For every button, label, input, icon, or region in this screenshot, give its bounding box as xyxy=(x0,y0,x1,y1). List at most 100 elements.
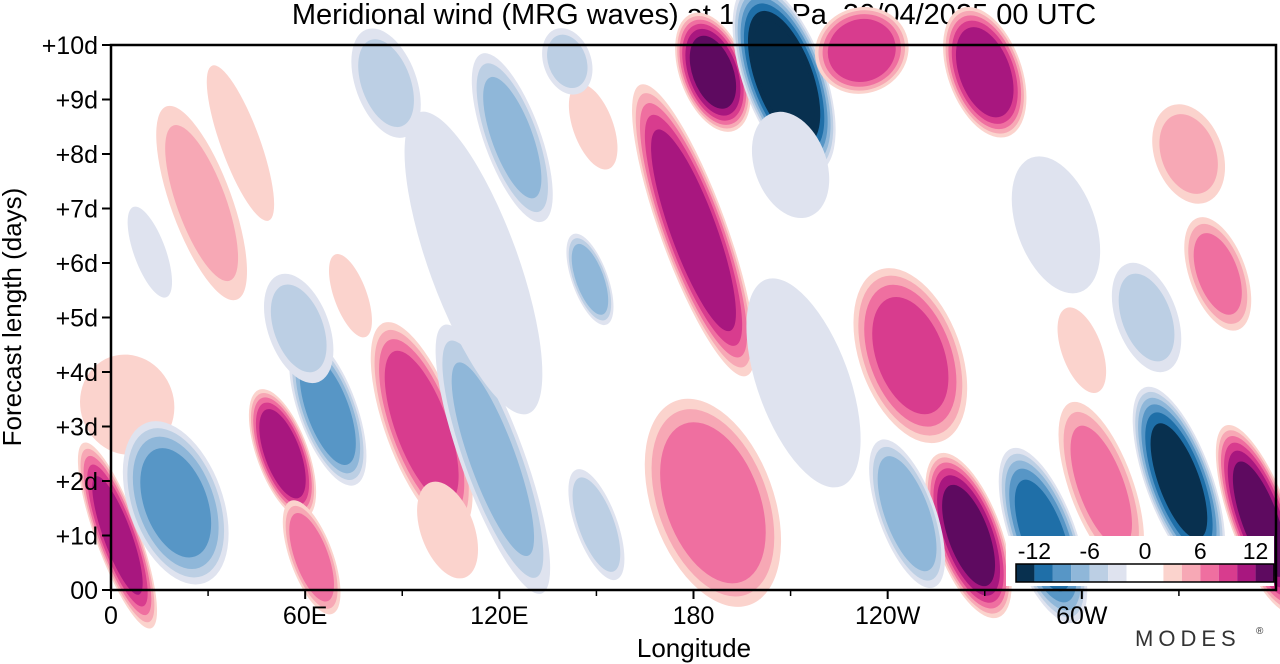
anomaly-19 xyxy=(644,398,782,607)
colorbar-tick-label: 12 xyxy=(1243,538,1269,564)
colorbar-cell xyxy=(1163,564,1182,582)
anomaly-0 xyxy=(77,442,158,629)
anomaly-29 xyxy=(869,439,946,588)
contour-band xyxy=(753,21,815,135)
colorbar-cell xyxy=(1218,564,1238,582)
anomaly-39 xyxy=(417,481,479,579)
contour-band xyxy=(877,456,937,572)
y-tick-label: +5d xyxy=(56,305,98,333)
anomaly-3 xyxy=(156,105,248,301)
contour-band xyxy=(1070,425,1132,548)
contour-band xyxy=(1057,307,1107,393)
contour-band xyxy=(384,350,459,503)
y-tick-label: +8d xyxy=(56,141,98,169)
anomaly-2 xyxy=(122,421,229,585)
y-tick-label: +2d xyxy=(56,468,98,496)
contour-band xyxy=(1118,273,1175,362)
contour-band xyxy=(140,448,212,558)
contour-band xyxy=(328,253,372,338)
anomaly-14 xyxy=(471,53,553,223)
contour-band xyxy=(746,278,861,488)
anomaly-24 xyxy=(814,7,909,94)
contour-band xyxy=(259,409,306,499)
colorbar-tick-label: 6 xyxy=(1194,538,1207,564)
anomaly-23 xyxy=(751,111,830,219)
contour-band xyxy=(955,27,1014,118)
anomaly-11 xyxy=(351,28,421,138)
colorbar-cell xyxy=(1052,564,1072,582)
anomaly-35 xyxy=(1152,104,1226,204)
anomaly-7 xyxy=(282,500,341,615)
contour-band xyxy=(127,206,173,298)
anomaly-25 xyxy=(943,6,1027,138)
contour-band xyxy=(547,34,588,89)
colorbar-cell xyxy=(1071,564,1090,582)
contour-band xyxy=(651,129,736,332)
anomaly-37 xyxy=(1111,262,1182,373)
contour-band xyxy=(572,477,621,572)
brand-registered-mark: ® xyxy=(1256,626,1264,637)
anomaly-12 xyxy=(435,324,551,594)
x-tick-label: 0 xyxy=(104,602,118,630)
contour-band xyxy=(660,422,766,584)
anomaly-38 xyxy=(1057,307,1107,393)
contour-band xyxy=(1011,156,1101,294)
anomaly-13 xyxy=(404,111,543,415)
contour-band xyxy=(1150,423,1208,539)
x-tick-label: 120W xyxy=(855,602,921,630)
contour-band xyxy=(289,513,334,602)
x-tick-label: 120E xyxy=(470,602,528,630)
contour-band xyxy=(206,65,275,221)
contour-band xyxy=(571,243,609,315)
anomaly-22 xyxy=(732,0,836,173)
y-tick-label: +9d xyxy=(56,87,98,115)
colorbar-cell xyxy=(1034,564,1053,582)
anomaly-4 xyxy=(206,65,275,221)
colorbar: -12 -6 0 6 12 xyxy=(1006,536,1275,586)
contour-band xyxy=(827,18,896,82)
colorbar-tick-label: 0 xyxy=(1139,538,1152,564)
anomaly-16 xyxy=(568,83,618,170)
x-tick-label: 60E xyxy=(283,602,327,630)
colorbar-labels: -12 -6 0 6 12 xyxy=(1018,538,1269,564)
x-tick-label: 180 xyxy=(673,602,715,630)
contour-band xyxy=(165,125,239,282)
colorbar-tick-label: -12 xyxy=(1018,538,1051,564)
brand-logo-text: MODES xyxy=(1135,626,1241,651)
y-tick-label: +1d xyxy=(56,523,98,551)
colorbar-cell xyxy=(1016,564,1035,582)
anomaly-40 xyxy=(328,253,372,338)
x-tick-label: 60W xyxy=(1056,602,1108,630)
contour-band xyxy=(689,35,737,109)
contour-band xyxy=(872,297,949,415)
y-axis-label: Forecast length (days) xyxy=(0,188,27,447)
contour-band xyxy=(92,476,143,595)
plot-frame xyxy=(109,43,1278,592)
contour-band xyxy=(404,111,543,415)
colorbar-cell xyxy=(1181,564,1201,582)
anomaly-5 xyxy=(127,206,173,298)
contour-band xyxy=(417,481,479,579)
contour-band xyxy=(358,39,414,128)
contour-band xyxy=(1159,114,1218,194)
y-tick-label: +4d xyxy=(56,359,98,387)
y-tick-label: +7d xyxy=(56,196,98,224)
anomaly-26 xyxy=(853,268,968,444)
contour-band xyxy=(568,83,618,170)
anomaly-9 xyxy=(263,273,334,384)
anomaly-28 xyxy=(925,452,1012,619)
anomaly-34 xyxy=(1184,217,1252,331)
x-axis-ticks: 0 60E 120E 180 120W 60W xyxy=(104,590,1180,630)
anomaly-27 xyxy=(746,278,861,488)
colorbar-cell xyxy=(1126,564,1164,582)
colorbar-tick-label: -6 xyxy=(1079,538,1099,564)
y-tick-label: 00 xyxy=(70,577,98,605)
y-tick-label: +6d xyxy=(56,250,98,278)
anomaly-20 xyxy=(632,84,755,377)
colorbar-cell xyxy=(1089,564,1109,582)
colorbar-cell xyxy=(1237,564,1256,582)
y-tick-label: +10d xyxy=(42,32,98,60)
contour-band xyxy=(1193,233,1242,315)
y-axis-ticks: 00 +1d +2d +3d +4d +5d +6d +7d +8d +9d +10d xyxy=(42,32,111,605)
anomaly-10 xyxy=(370,322,473,531)
